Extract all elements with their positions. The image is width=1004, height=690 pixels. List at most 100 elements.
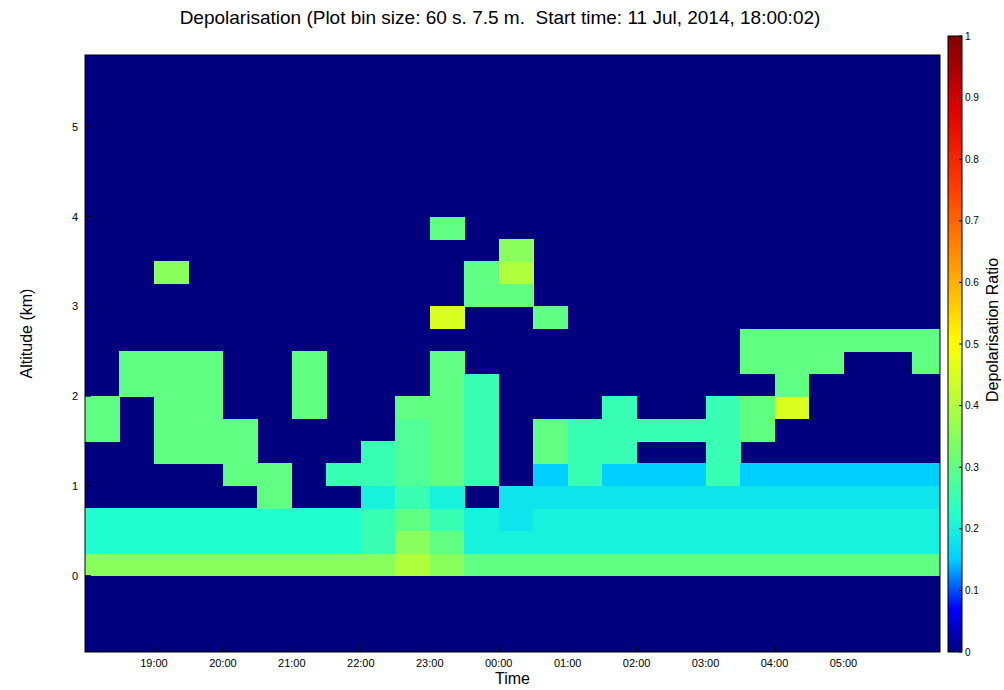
heatmap-cell	[188, 508, 223, 531]
heatmap-cell	[257, 486, 292, 509]
heatmap-cell	[223, 553, 258, 576]
colorbar-tick	[959, 159, 962, 160]
x-tick	[360, 646, 361, 652]
heatmap-cell	[809, 486, 844, 509]
heatmap-cell	[912, 508, 940, 531]
colorbar-tick	[959, 652, 962, 653]
heatmap-cell	[257, 531, 292, 554]
heatmap-cell	[637, 463, 672, 486]
heatmap-cell	[154, 553, 189, 576]
colorbar-tick-label: 0	[965, 647, 971, 658]
heatmap-cell	[499, 508, 534, 531]
heatmap-cell	[878, 508, 913, 531]
heatmap-cell	[154, 396, 189, 419]
heatmap-cell	[395, 441, 430, 464]
heatmap-cell	[671, 531, 706, 554]
heatmap-cell	[119, 351, 154, 374]
heatmap-cell	[430, 508, 465, 531]
heatmap-cell	[878, 486, 913, 509]
heatmap-cell	[533, 419, 568, 442]
colorbar-tick	[959, 36, 962, 37]
heatmap-cell	[292, 553, 327, 576]
heatmap-cell	[430, 396, 465, 419]
y-tick-label: 2	[72, 390, 78, 402]
heatmap-cell	[326, 508, 361, 531]
x-tick-label: 02:00	[623, 657, 651, 669]
heatmap-cell	[740, 463, 775, 486]
heatmap-cell	[706, 441, 741, 464]
heatmap-cell	[188, 441, 223, 464]
page: {"chart_data": { "type": "heatmap", "tit…	[0, 0, 1004, 690]
heatmap-cell	[499, 239, 534, 262]
heatmap-cell	[740, 531, 775, 554]
heatmap-cell	[843, 463, 878, 486]
heatmap-cell	[85, 419, 120, 442]
heatmap-cell	[499, 284, 534, 307]
x-tick	[705, 646, 706, 652]
heatmap-cell	[809, 463, 844, 486]
x-axis-title: Time	[495, 670, 530, 687]
heatmap-cell	[85, 508, 120, 531]
heatmap-cell	[223, 508, 258, 531]
heatmap-cell	[912, 553, 940, 576]
heatmap-cell	[361, 486, 396, 509]
heatmap-cell	[395, 396, 430, 419]
heatmap-cell	[775, 463, 810, 486]
heatmap-cell	[85, 553, 120, 576]
heatmap-cell	[671, 419, 706, 442]
heatmap-cell	[257, 508, 292, 531]
heatmap-cell	[464, 261, 499, 284]
heatmap-cell	[740, 396, 775, 419]
heatmap-cell	[602, 441, 637, 464]
heatmap-cell	[257, 463, 292, 486]
y-tick	[85, 126, 91, 127]
heatmap-cell	[188, 374, 223, 397]
heatmap-cell	[878, 531, 913, 554]
colorbar-tick	[959, 220, 962, 221]
heatmap-cell	[706, 553, 741, 576]
heatmap-cell	[188, 396, 223, 419]
colorbar-tick-label: 0.2	[965, 523, 979, 534]
x-tick-label: 19:00	[140, 657, 168, 669]
heatmap-cell	[740, 351, 775, 374]
heatmap-cell	[430, 374, 465, 397]
heatmap-cell	[430, 441, 465, 464]
y-tick-label: 5	[72, 121, 78, 133]
heatmap-cell	[292, 531, 327, 554]
heatmap-cell	[775, 351, 810, 374]
y-tick	[85, 216, 91, 217]
colorbar-tick	[959, 282, 962, 283]
chart-title: Depolarisation (Plot bin size: 60 s. 7.5…	[180, 7, 821, 28]
x-tick	[636, 646, 637, 652]
x-tick	[843, 646, 844, 652]
heatmap-cell	[361, 463, 396, 486]
x-tick	[222, 646, 223, 652]
heatmap-cell	[775, 508, 810, 531]
plot-frame	[85, 55, 940, 652]
heatmap-cell	[706, 396, 741, 419]
x-tick	[567, 646, 568, 652]
heatmap-cell	[395, 419, 430, 442]
heatmap-cell	[395, 553, 430, 576]
heatmap-cell	[568, 508, 603, 531]
x-tick	[774, 646, 775, 652]
heatmap-cells	[85, 217, 940, 577]
heatmap-cell	[430, 217, 465, 240]
heatmap-cell	[154, 531, 189, 554]
x-tick-label: 05:00	[830, 657, 858, 669]
chart: 19:0020:0021:0022:0023:0000:0001:0002:00…	[0, 0, 1004, 690]
heatmap-cell	[740, 553, 775, 576]
heatmap-cell	[154, 351, 189, 374]
heatmap-cell	[223, 531, 258, 554]
heatmap-cell	[568, 486, 603, 509]
heatmap-cell	[706, 508, 741, 531]
heatmap-cell	[188, 553, 223, 576]
heatmap-cell	[637, 419, 672, 442]
heatmap-cell	[568, 553, 603, 576]
heatmap-cell	[912, 463, 940, 486]
colorbar-tick	[959, 590, 962, 591]
heatmap-cell	[843, 508, 878, 531]
heatmap-cell	[119, 508, 154, 531]
heatmap-cell	[775, 486, 810, 509]
plot-background	[85, 55, 940, 652]
